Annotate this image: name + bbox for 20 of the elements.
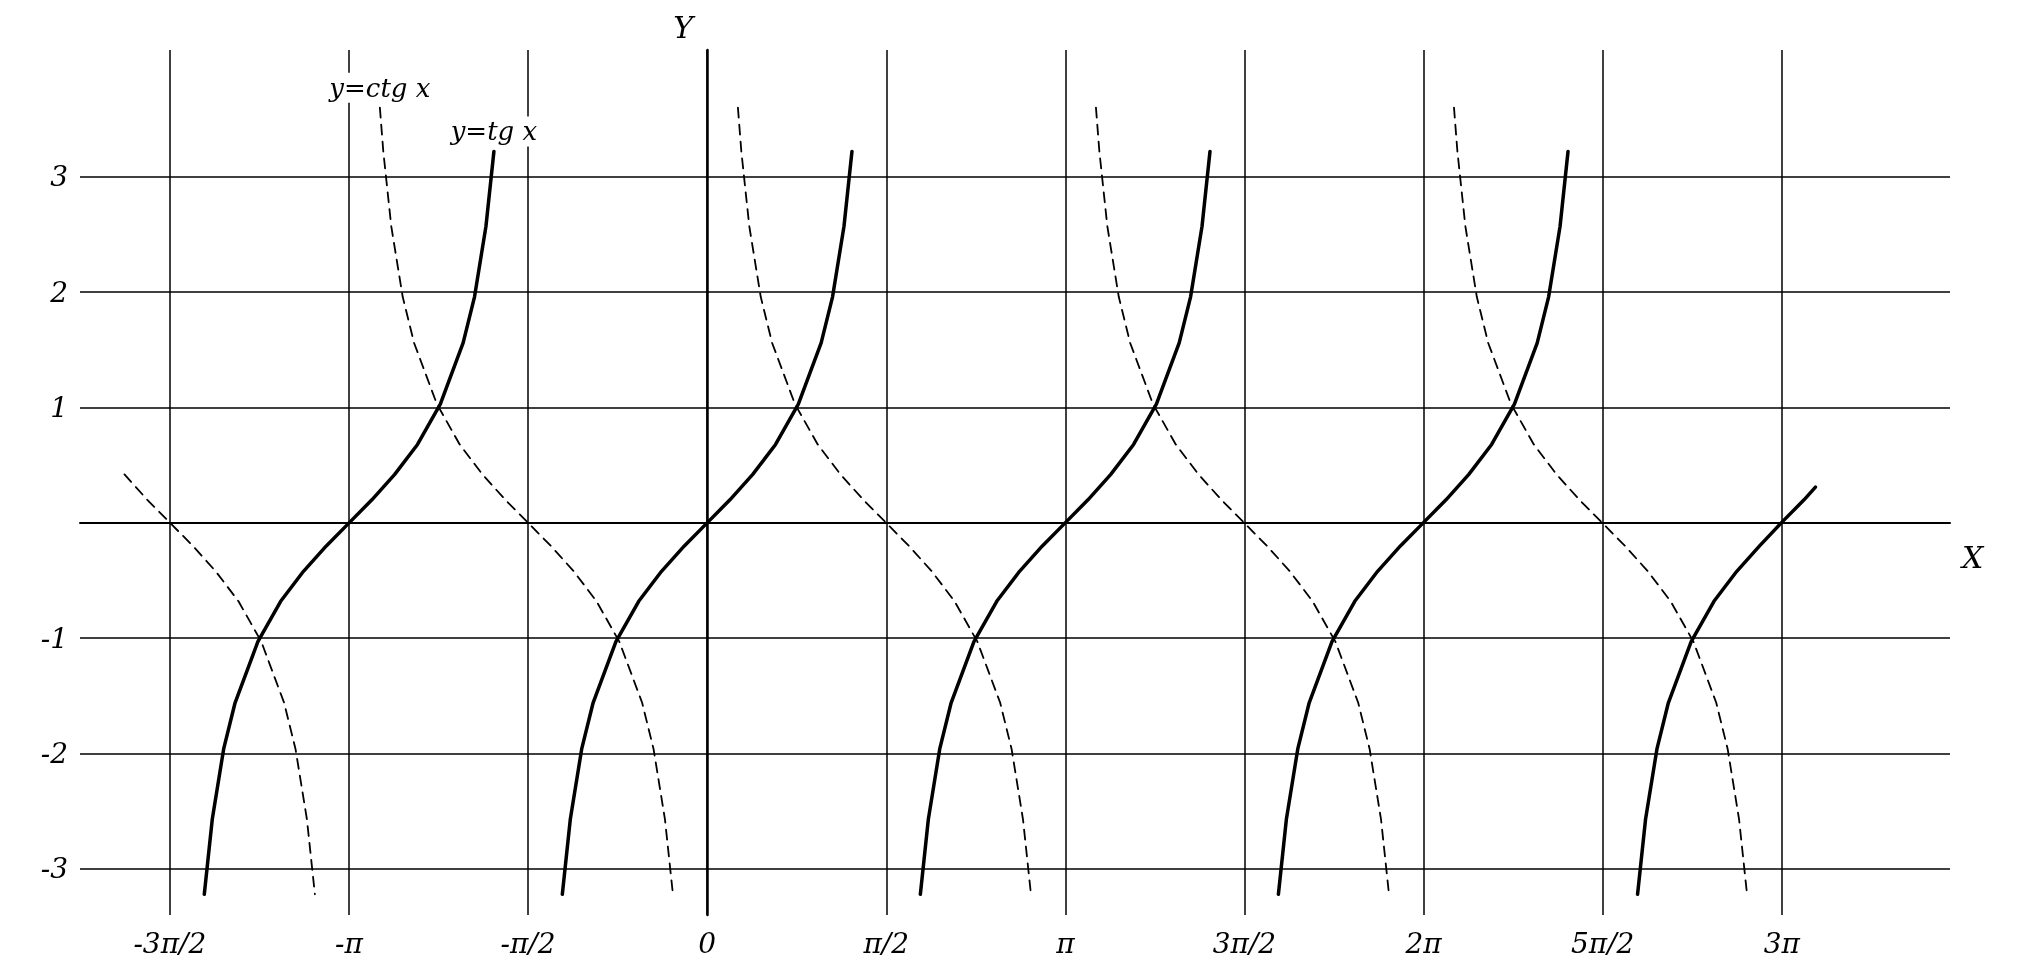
y-tick-label: 2 bbox=[49, 275, 68, 309]
y-tick-label: -2 bbox=[40, 737, 68, 771]
x-tick-label: 3π/2 bbox=[1212, 926, 1277, 957]
x-tick-label: 3π bbox=[1763, 926, 1801, 957]
x-tick-label: -π bbox=[334, 926, 364, 957]
x-tick-label: -3π/2 bbox=[133, 926, 207, 957]
y-tick-label: 1 bbox=[50, 391, 68, 425]
x-axis-title: X bbox=[1960, 540, 1985, 576]
y-tick-label: -1 bbox=[40, 621, 68, 655]
x-tick-label: 0 bbox=[698, 926, 717, 957]
y-tick-label: 3 bbox=[50, 160, 68, 194]
x-tick-label: 5π/2 bbox=[1570, 926, 1635, 957]
y-axis-title: Y bbox=[673, 9, 697, 45]
x-tick-label: -π/2 bbox=[500, 926, 556, 957]
x-tick-label: π/2 bbox=[862, 926, 910, 957]
x-tick-label: 2π bbox=[1404, 926, 1443, 957]
y-tick-label: -3 bbox=[40, 852, 68, 886]
series-label: y=tg x bbox=[449, 116, 538, 147]
series-label: y=ctg x bbox=[328, 72, 431, 103]
x-tick-label: π bbox=[1055, 926, 1076, 957]
